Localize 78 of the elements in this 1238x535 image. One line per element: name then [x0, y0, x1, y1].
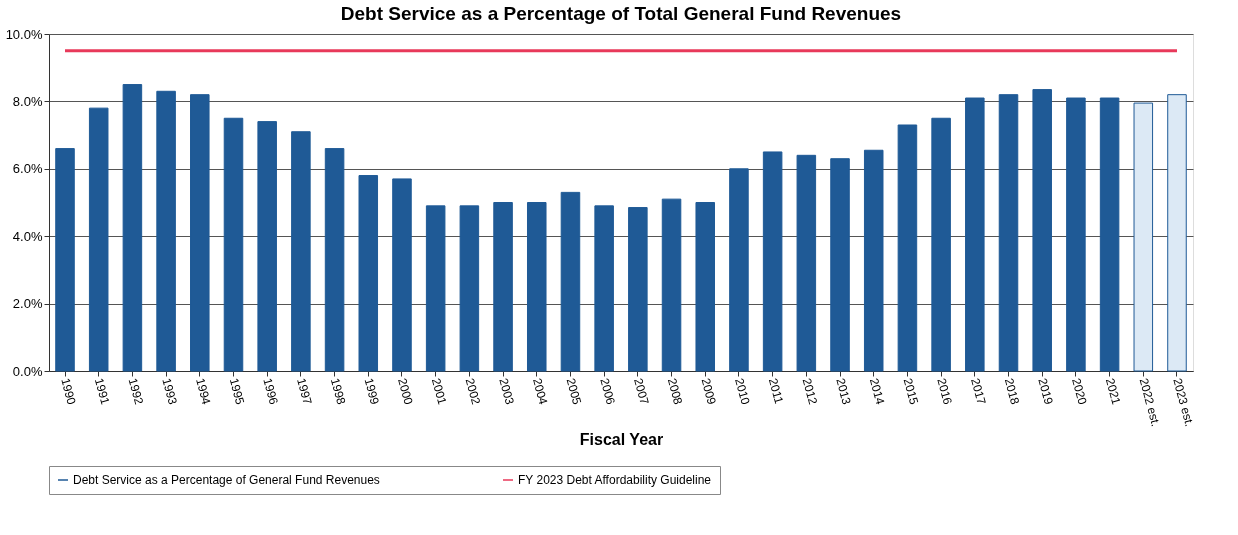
bar [1066, 97, 1086, 372]
x-tick-label: 2010 [732, 376, 753, 407]
x-tick-label: 2011 [765, 376, 787, 406]
x-tick-label: 1992 [125, 376, 147, 407]
bar [965, 97, 985, 372]
x-tick-label: 2000 [395, 376, 416, 407]
bar [257, 121, 277, 372]
legend-label: Debt Service as a Percentage of General Fund Revenues [73, 473, 380, 487]
x-tick-label: 2003 [496, 376, 517, 407]
x-tick-label: 2004 [530, 376, 551, 407]
x-tick-label: 2013 [833, 376, 854, 407]
x-tick-label: 2019 [1035, 376, 1056, 407]
x-tick-label: 2018 [1001, 376, 1023, 407]
bar [190, 94, 210, 372]
bar [122, 84, 143, 372]
chart-title: Debt Service as a Percentage of Total General Fund Revenues [340, 3, 902, 24]
y-tick-label: 6.0% [12, 161, 43, 177]
x-tick-label: 2015 [900, 376, 922, 407]
x-tick-label: 1991 [91, 376, 113, 407]
x-tick-label: 2002 [462, 376, 484, 407]
x-tick-label: 2008 [664, 376, 686, 407]
x-tick-label: 1995 [226, 376, 248, 407]
bar [729, 168, 749, 372]
x-tick-label: 1998 [327, 376, 349, 407]
x-tick-label: 2001 [428, 376, 450, 407]
bar [526, 202, 547, 372]
bar [661, 198, 682, 372]
x-tick-label: 2020 [1069, 376, 1090, 407]
bar [291, 131, 311, 372]
bar [897, 124, 918, 372]
x-axis-title: Fiscal Year [579, 430, 664, 448]
x-tick-label: 1993 [159, 376, 180, 407]
bar [459, 205, 480, 372]
bar [493, 202, 513, 372]
bar [998, 94, 1019, 372]
x-tick-label: 2017 [968, 376, 989, 407]
x-tick-label: 2006 [597, 376, 618, 407]
bar [796, 154, 817, 372]
x-tick-label: 2014 [866, 376, 888, 407]
x-tick-label: 2021 [1102, 376, 1124, 407]
x-tick-label: 1999 [361, 376, 383, 407]
bar [223, 117, 244, 372]
x-tick-label: 2023 est. [1170, 376, 1197, 428]
bar [358, 175, 379, 372]
bar [560, 191, 581, 372]
x-tick-label: 1990 [58, 376, 79, 407]
bar [695, 202, 716, 372]
bar [1099, 97, 1120, 372]
bar [324, 148, 345, 372]
x-tick-label: 2022 est. [1136, 376, 1163, 428]
bar [1167, 94, 1187, 372]
bar [1133, 102, 1154, 372]
bar [88, 107, 109, 372]
bar [392, 178, 412, 372]
y-tick-label: 10.0% [5, 26, 43, 42]
bar [931, 117, 951, 372]
x-tick-label: 2005 [563, 376, 585, 407]
bar [863, 149, 884, 372]
x-tick-label: 1994 [193, 376, 214, 407]
bar [628, 207, 648, 372]
y-tick-label: 8.0% [12, 93, 43, 109]
x-tick-label: 1996 [260, 376, 281, 407]
bar [156, 90, 176, 372]
x-tick-label: 2016 [934, 376, 955, 407]
legend-label: FY 2023 Debt Affordability Guideline [518, 473, 712, 487]
bar [55, 148, 75, 372]
y-tick-label: 4.0% [12, 228, 43, 244]
x-tick-label: 2009 [698, 376, 719, 407]
x-tick-label: 2012 [799, 376, 821, 407]
bar [594, 205, 614, 372]
y-tick-label: 2.0% [12, 296, 43, 312]
bar [425, 205, 446, 372]
y-tick-label: 0.0% [12, 363, 43, 379]
bar [830, 158, 850, 372]
bar [1032, 89, 1052, 372]
x-tick-label: 2007 [631, 376, 652, 407]
bar [762, 151, 783, 372]
x-tick-label: 1997 [294, 376, 315, 407]
